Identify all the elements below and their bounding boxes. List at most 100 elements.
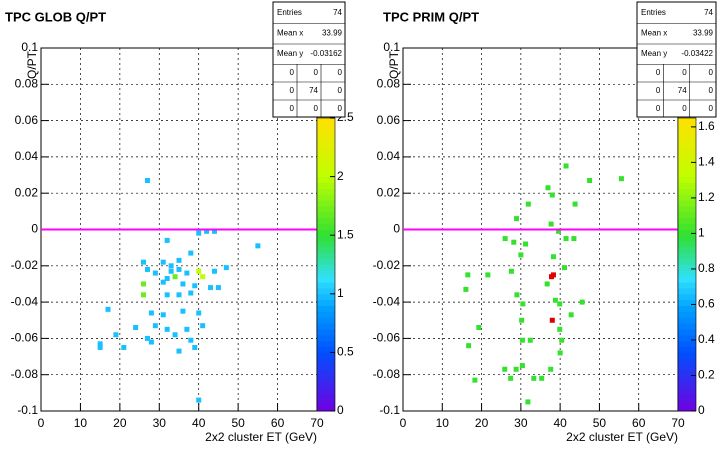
color-bar-segment	[678, 334, 696, 342]
color-bar-segment	[678, 317, 696, 324]
y-tick-label: 0.04	[377, 149, 401, 163]
color-bar-segment	[317, 323, 335, 330]
color-bar-segment	[678, 217, 696, 224]
z-tick-label: 0.6	[698, 297, 715, 311]
stats-cell: 0	[314, 104, 319, 113]
stats-value: -0.03422	[681, 49, 713, 58]
color-bar-segment	[678, 118, 696, 125]
cell	[176, 257, 182, 263]
y-tick-label: 0.06	[15, 113, 39, 127]
cell	[525, 399, 531, 405]
z-tick-label: 1.4	[698, 155, 715, 169]
color-bar-segment	[317, 176, 335, 183]
cell	[204, 228, 210, 234]
color-bar-segment	[678, 393, 696, 400]
color-bar-segment	[317, 200, 335, 207]
cell	[180, 281, 186, 287]
y-tick-label: 0.04	[15, 149, 39, 163]
cell	[523, 241, 529, 247]
stats-cell: 0	[314, 68, 319, 77]
color-bar-segment	[317, 164, 335, 172]
chart-title: TPC PRIM Q/PT	[383, 9, 479, 24]
y-tick-label: -0.06	[373, 331, 401, 345]
cell	[557, 350, 563, 356]
y-tick-label: 0.1	[21, 40, 38, 54]
z-tick-label: 0.4	[698, 332, 715, 346]
cell	[196, 268, 202, 274]
cell	[513, 366, 519, 372]
cell	[105, 306, 111, 312]
x-tick-label: 0	[38, 416, 45, 430]
color-bar-segment	[678, 299, 696, 307]
cell	[559, 337, 565, 343]
cell	[164, 326, 170, 332]
color-bar-segment	[678, 258, 696, 265]
color-bar-segment	[317, 229, 335, 236]
color-bar-segment	[678, 264, 696, 271]
stats-value: 33.99	[322, 29, 343, 38]
color-bar-segment	[678, 364, 696, 371]
cell	[215, 285, 221, 291]
cell	[545, 185, 551, 191]
cell	[176, 348, 182, 354]
color-bar-segment	[678, 241, 696, 248]
cell	[514, 292, 520, 298]
x-tick-label: 20	[113, 416, 127, 430]
x-tick-label: 50	[231, 416, 245, 430]
color-bar-segment	[317, 293, 335, 301]
color-bar-segment	[678, 123, 696, 131]
color-bar-segment	[317, 194, 335, 201]
cell	[196, 230, 202, 236]
color-bar-segment	[317, 393, 335, 400]
z-tick-label: 1	[337, 286, 344, 300]
color-bar-segment	[678, 235, 696, 242]
cell	[133, 325, 139, 331]
cell	[618, 176, 624, 182]
cell	[561, 265, 567, 271]
x-tick-label: 50	[593, 416, 607, 430]
y-tick-label: -0.08	[373, 367, 401, 381]
color-bar-segment	[678, 246, 696, 254]
stats-cell: 0	[709, 68, 714, 77]
y-tick-label: 0.02	[377, 185, 401, 199]
color-bar-segment	[317, 270, 335, 277]
cell	[466, 343, 472, 349]
stats-box	[636, 1, 717, 118]
cell	[544, 281, 550, 287]
color-bar-segment	[678, 200, 696, 207]
stats-label: Entries	[641, 8, 666, 17]
cell	[144, 266, 150, 272]
stats-cell: 0	[290, 104, 295, 113]
cell	[152, 323, 158, 329]
color-bar-segment	[678, 129, 696, 137]
color-bar-segment	[678, 153, 696, 160]
color-bar-segment	[678, 352, 696, 359]
color-bar-segment	[317, 252, 335, 260]
y-tick-label: 0	[31, 222, 38, 236]
color-bar-segment	[678, 211, 696, 219]
z-tick-label: 1.6	[698, 119, 715, 133]
x-axis-title: 2x2 cluster ET (GeV)	[566, 430, 678, 444]
color-bar-segment	[678, 305, 696, 312]
x-tick-label: 40	[553, 416, 567, 430]
cell	[164, 237, 170, 243]
x-axis-title: 2x2 cluster ET (GeV)	[205, 430, 317, 444]
color-bar-segment	[678, 182, 696, 189]
cell	[502, 366, 508, 372]
y-tick-label: 0.06	[377, 113, 401, 127]
y-tick-label: -0.1	[379, 403, 400, 417]
cell	[113, 332, 119, 338]
color-bar-segment	[678, 369, 696, 377]
y-tick-label: 0.08	[15, 76, 39, 90]
stats-cell: 0	[709, 104, 714, 113]
color-bar-segment	[317, 305, 335, 312]
stats-cell: 0	[338, 68, 343, 77]
color-bar-segment	[317, 399, 335, 406]
cell	[148, 310, 154, 316]
cell	[200, 323, 206, 329]
cell	[141, 292, 147, 298]
cell	[121, 344, 127, 350]
cell	[160, 259, 166, 265]
stats-label: Mean y	[277, 49, 303, 58]
